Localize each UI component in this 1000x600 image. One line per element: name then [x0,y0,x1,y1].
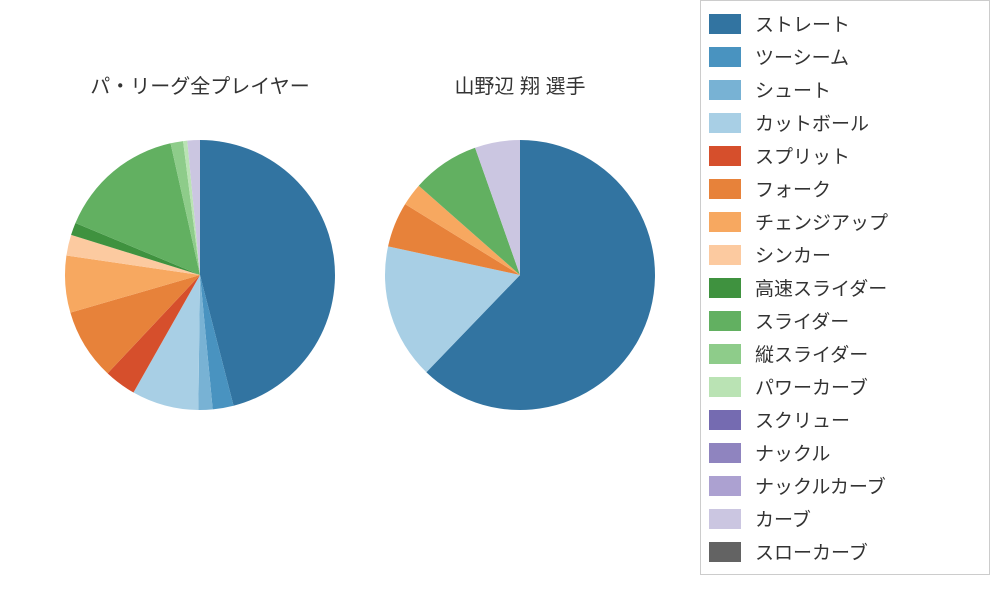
legend-item: ストレート [709,7,981,40]
legend-item: 縦スライダー [709,337,981,370]
legend-item: カーブ [709,502,981,535]
legend-item: シュート [709,73,981,106]
legend-swatch [709,80,741,100]
legend-swatch [709,542,741,562]
legend-label: 高速スライダー [755,274,887,301]
legend-label: ストレート [755,10,850,37]
legend-label: ナックル [755,439,830,466]
legend-swatch [709,344,741,364]
legend-label: スクリュー [755,406,850,433]
legend-item: ナックルカーブ [709,469,981,502]
legend-swatch [709,410,741,430]
legend-swatch [709,476,741,496]
legend-label: スプリット [755,142,850,169]
legend-label: フォーク [755,175,831,202]
legend-item: ナックル [709,436,981,469]
legend-item: スローカーブ [709,535,981,568]
legend-swatch [709,443,741,463]
legend-item: チェンジアップ [709,205,981,238]
legend-swatch [709,47,741,67]
legend-swatch [709,509,741,529]
legend-item: スプリット [709,139,981,172]
legend-label: パワーカーブ [755,373,868,400]
legend-item: 高速スライダー [709,271,981,304]
legend-item: ツーシーム [709,40,981,73]
legend-label: スライダー [755,307,849,334]
legend-swatch [709,278,741,298]
legend-label: カットボール [755,109,869,136]
chart-container: パ・リーグ全プレイヤー46.08.08.515.2山野辺 翔 選手62.216.… [0,0,1000,600]
legend-label: カーブ [755,505,811,532]
legend: ストレートツーシームシュートカットボールスプリットフォークチェンジアップシンカー… [700,0,990,575]
legend-label: シュート [755,76,831,103]
legend-label: 縦スライダー [755,340,868,367]
legend-label: シンカー [755,241,831,268]
legend-label: チェンジアップ [755,208,888,235]
legend-item: スライダー [709,304,981,337]
legend-label: ナックルカーブ [755,472,886,499]
legend-swatch [709,245,741,265]
legend-swatch [709,377,741,397]
legend-swatch [709,311,741,331]
legend-label: ツーシーム [755,43,849,70]
legend-item: パワーカーブ [709,370,981,403]
legend-swatch [709,113,741,133]
legend-item: スクリュー [709,403,981,436]
legend-swatch [709,14,741,34]
legend-swatch [709,146,741,166]
legend-swatch [709,179,741,199]
legend-swatch [709,212,741,232]
legend-label: スローカーブ [755,538,868,565]
legend-item: フォーク [709,172,981,205]
legend-item: シンカー [709,238,981,271]
legend-item: カットボール [709,106,981,139]
